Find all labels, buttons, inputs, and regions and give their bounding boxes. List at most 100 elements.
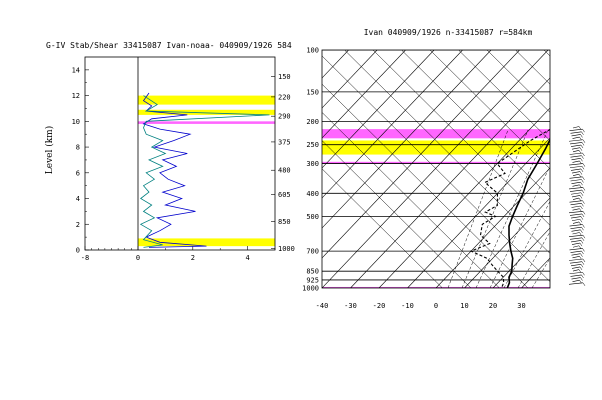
pressure-label: 100 xyxy=(306,47,319,55)
dry-adiabat xyxy=(429,50,550,170)
wind-barb xyxy=(572,160,580,163)
x-tick-label: 4 xyxy=(245,254,249,262)
wind-barb-flag xyxy=(582,139,586,143)
wind-barb xyxy=(572,208,580,211)
wind-barb xyxy=(568,258,584,261)
wind-barb-flag xyxy=(581,155,584,159)
wind-barb xyxy=(569,152,583,155)
wind-barb-flag xyxy=(582,224,585,228)
wind-barb-flag xyxy=(582,258,586,263)
temperature-label: -10 xyxy=(401,302,414,310)
wind-barb-flag xyxy=(579,184,582,188)
y-tick-label: 12 xyxy=(72,92,80,100)
y-tick-label: 8 xyxy=(76,144,80,152)
wind-barb-flag xyxy=(582,176,585,180)
plot-frame xyxy=(84,56,276,251)
wind-barb xyxy=(569,213,583,216)
left-chart-ylabel: Level (km) xyxy=(44,126,55,174)
y-tick-label: 6 xyxy=(76,169,80,177)
shaded-layer xyxy=(322,149,550,155)
wind-barb-flag xyxy=(579,136,582,141)
wind-barb-flag xyxy=(582,200,585,204)
y-tick-label: 14 xyxy=(72,66,80,74)
wind-barb-flag xyxy=(580,144,584,149)
wind-barb xyxy=(572,221,580,224)
wind-barb-flag xyxy=(582,248,585,252)
dry-adiabat xyxy=(322,112,500,288)
temperature-label: 30 xyxy=(517,302,525,310)
wind-barb xyxy=(570,240,582,243)
pressure-label: 200 xyxy=(306,118,319,126)
wind-barb xyxy=(570,226,582,229)
y-tick-label: 2 xyxy=(76,221,80,229)
wind-barb-flag xyxy=(580,240,584,244)
wind-barb-flag xyxy=(581,227,584,231)
wind-barb xyxy=(570,131,582,134)
isotherm xyxy=(464,197,550,288)
isotherm xyxy=(549,287,550,288)
isotherm xyxy=(322,50,378,109)
pressure-tick-label: 1000 xyxy=(278,245,295,253)
shaded-layer xyxy=(138,95,275,105)
shaded-layer xyxy=(138,121,275,124)
wind-barb xyxy=(571,229,581,232)
wind-barb-flag xyxy=(582,152,585,157)
dry-adiabat xyxy=(486,50,550,113)
pressure-label: 850 xyxy=(306,268,319,276)
moist-adiabat xyxy=(461,129,529,288)
wind-barb xyxy=(572,256,580,259)
pressure-label: 300 xyxy=(306,160,319,168)
pressure-tick-label: 375 xyxy=(278,138,291,146)
dry-adiabat xyxy=(344,50,550,254)
wind-barb-flag xyxy=(579,219,583,223)
wind-barb-flag xyxy=(580,216,584,220)
pressure-tick-label: 220 xyxy=(278,93,291,101)
wind-barb xyxy=(569,237,583,240)
wind-barb xyxy=(572,245,580,248)
shaded-layer xyxy=(138,109,275,115)
wind-barb xyxy=(571,134,581,137)
plot-frame xyxy=(321,49,551,289)
pressure-tick-label: 290 xyxy=(278,113,291,121)
wind-barb-flag xyxy=(580,205,583,210)
wind-barb-flag xyxy=(579,171,583,175)
isotherm xyxy=(322,50,520,259)
wind-barb xyxy=(568,163,584,166)
right-chart-title: Ivan 040909/1926 n-33415087 r=584km xyxy=(364,28,533,37)
pressure-tick-label: 605 xyxy=(278,191,291,199)
wind-barb xyxy=(572,184,580,187)
wind-barb-flag xyxy=(581,179,584,183)
wind-barb xyxy=(569,165,583,169)
pressure-label: 1000 xyxy=(302,285,319,293)
wind-barb-flag xyxy=(578,126,582,130)
pressure-label: 500 xyxy=(306,213,319,221)
wind-barb-flag xyxy=(580,229,583,233)
wind-barb-flag xyxy=(582,187,586,191)
wind-barb xyxy=(568,234,584,237)
wind-barb-flag xyxy=(579,280,582,284)
isotherm xyxy=(435,167,550,288)
pressure-label: 925 xyxy=(306,276,319,284)
dry-adiabat xyxy=(515,50,550,85)
wind-barb-flag xyxy=(579,232,582,236)
wind-barb xyxy=(572,269,580,272)
dry-adiabat xyxy=(401,50,550,198)
wind-barb xyxy=(568,282,584,285)
pressure-tick-label: 850 xyxy=(278,218,291,226)
temperature-label: 20 xyxy=(489,302,497,310)
wind-barb xyxy=(571,205,581,208)
wind-barb xyxy=(571,195,581,198)
wind-barb xyxy=(570,144,582,147)
isotherm xyxy=(378,107,550,288)
dry-adiabat xyxy=(322,83,528,288)
isotherm xyxy=(322,50,406,139)
wind-barb xyxy=(570,192,582,195)
pressure-label: 250 xyxy=(306,141,319,149)
y-tick-label: 10 xyxy=(72,118,80,126)
wind-barb-flag xyxy=(578,245,582,249)
wind-barb-flag xyxy=(581,213,585,218)
wind-barb xyxy=(572,279,580,282)
wind-barb-flag xyxy=(581,250,584,255)
wind-barb xyxy=(569,224,583,227)
